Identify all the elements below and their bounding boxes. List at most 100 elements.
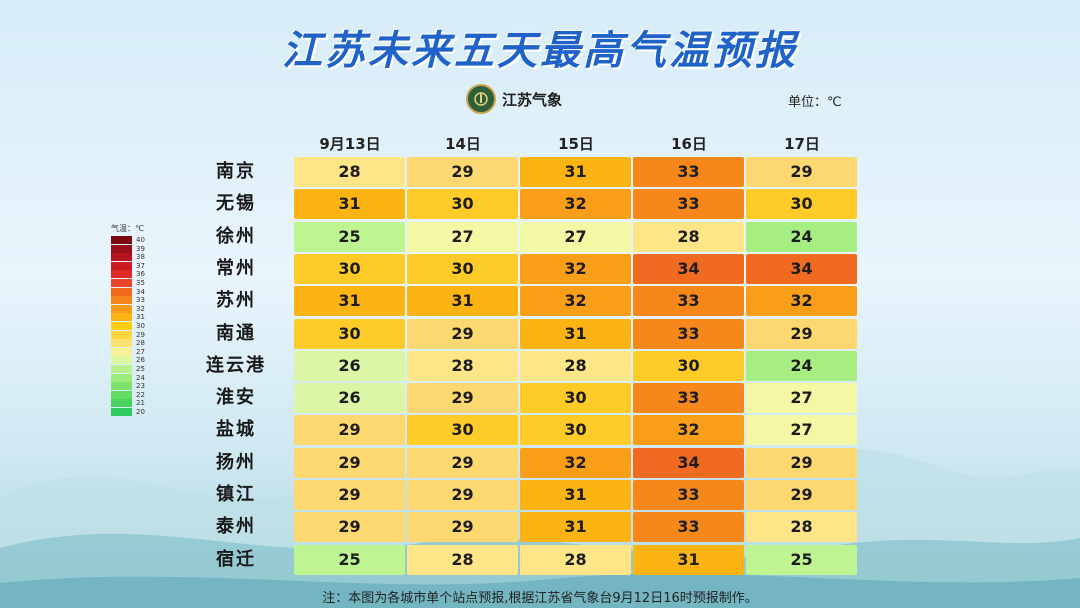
temperature-cell: 33 — [633, 480, 744, 510]
temperature-cell: 29 — [407, 512, 518, 543]
city-label: 盐城 — [216, 419, 256, 441]
temperature-cell: 31 — [520, 157, 631, 187]
temperature-cell: 34 — [746, 253, 857, 284]
legend-title: 气温：℃ — [111, 224, 144, 233]
temperature-cell: 30 — [520, 415, 631, 446]
temperature-cell: 33 — [633, 157, 744, 187]
legend-swatch — [111, 408, 132, 416]
temperature-cell: 32 — [746, 286, 857, 317]
temperature-cell: 27 — [520, 221, 631, 252]
temperature-cell: 30 — [294, 253, 405, 284]
legend-label: 29 — [136, 330, 145, 339]
legend-swatch — [111, 253, 132, 262]
city-label: 南京 — [216, 161, 256, 182]
temperature-cell: 26 — [294, 350, 405, 381]
legend-label: 37 — [136, 261, 145, 270]
temperature-cell: 31 — [407, 286, 518, 317]
temperature-cell: 24 — [746, 350, 857, 381]
temperature-cell: 33 — [633, 318, 744, 349]
city-label: 无锡 — [216, 193, 256, 215]
legend-swatch — [111, 270, 132, 279]
temperature-cell: 25 — [746, 544, 857, 575]
temperature-cell: 31 — [294, 189, 405, 220]
temperature-cell: 32 — [520, 286, 631, 317]
legend-swatch — [111, 236, 132, 244]
legend-swatch — [111, 399, 132, 408]
legend-swatch — [111, 347, 132, 356]
page-title: 江苏未来五天最高气温预报 — [282, 28, 798, 74]
temperature-cell: 28 — [407, 350, 518, 381]
temperature-cell: 34 — [633, 447, 744, 478]
temperature-cell: 32 — [520, 447, 631, 478]
temperature-cell: 29 — [746, 318, 857, 349]
temperature-cell: 30 — [633, 350, 744, 381]
temperature-cell: 27 — [746, 383, 857, 414]
legend-label: 28 — [136, 339, 145, 348]
temperature-cell: 29 — [407, 447, 518, 478]
temperature-cell: 29 — [407, 383, 518, 414]
temperature-cell: 27 — [407, 221, 518, 252]
temperature-cell: 33 — [633, 286, 744, 317]
legend-swatch — [111, 287, 132, 296]
temperature-cell: 30 — [407, 415, 518, 446]
legend-label: 31 — [136, 313, 145, 322]
legend-swatch — [111, 382, 132, 391]
temperature-cell: 29 — [746, 480, 857, 510]
temperature-cell: 32 — [520, 189, 631, 220]
temperature-cell: 31 — [633, 544, 744, 575]
legend-label: 36 — [136, 270, 145, 279]
temperature-cell: 30 — [746, 189, 857, 220]
legend-label: 32 — [136, 304, 145, 313]
legend-label: 30 — [136, 322, 145, 330]
temperature-cell: 28 — [746, 512, 857, 543]
temperature-cell: 32 — [633, 415, 744, 446]
temperature-cell: 31 — [520, 480, 631, 510]
temperature-cell: 29 — [407, 480, 518, 510]
legend-swatch — [111, 390, 132, 399]
legend-swatch — [111, 373, 132, 382]
temperature-cell: 25 — [294, 544, 405, 575]
footnote: 注：本图为各城市单个站点预报,根据江苏省气象台9月12日16时预报制作。 — [322, 591, 758, 606]
temperature-cell: 29 — [407, 318, 518, 349]
temperature-cell: 29 — [294, 447, 405, 478]
column-header: 15日 — [558, 135, 594, 153]
city-label: 连云港 — [206, 354, 266, 376]
legend-label: 35 — [136, 279, 145, 287]
city-label: 扬州 — [216, 451, 256, 473]
legend-label: 38 — [136, 253, 145, 262]
city-label: 泰州 — [216, 516, 256, 538]
temperature-cell: 28 — [407, 544, 518, 575]
column-header: 14日 — [445, 135, 481, 153]
temperature-cell: 28 — [294, 157, 405, 187]
city-label: 镇江 — [216, 484, 256, 505]
city-label: 徐州 — [216, 225, 256, 247]
legend-label: 39 — [136, 244, 145, 253]
column-header: 17日 — [784, 135, 820, 153]
legend-swatch — [111, 244, 132, 253]
unit-label: 单位：℃ — [788, 95, 842, 110]
column-header: 9月13日 — [319, 135, 381, 153]
temperature-cell: 29 — [294, 512, 405, 543]
city-label: 常州 — [216, 257, 256, 279]
legend-label: 20 — [136, 408, 145, 416]
temperature-cell: 29 — [407, 157, 518, 187]
legend-label: 25 — [136, 365, 145, 373]
legend-label: 27 — [136, 347, 145, 356]
temperature-cell: 29 — [746, 157, 857, 187]
city-label: 南通 — [216, 322, 256, 344]
legend-swatch — [111, 261, 132, 270]
legend-label: 40 — [136, 236, 145, 244]
legend-swatch — [111, 339, 132, 348]
temperature-cell: 31 — [520, 512, 631, 543]
temperature-cell: 28 — [520, 544, 631, 575]
legend-label: 34 — [136, 287, 145, 296]
legend-swatch — [111, 330, 132, 339]
column-header: 16日 — [671, 135, 707, 153]
temperature-cell: 26 — [294, 383, 405, 414]
temperature-cell: 30 — [407, 189, 518, 220]
temperature-cell: 33 — [633, 383, 744, 414]
meteorology-emblem-icon — [466, 84, 496, 114]
legend-swatch — [111, 296, 132, 305]
temperature-cell: 25 — [294, 221, 405, 252]
logo: 江苏气象 — [466, 84, 562, 114]
